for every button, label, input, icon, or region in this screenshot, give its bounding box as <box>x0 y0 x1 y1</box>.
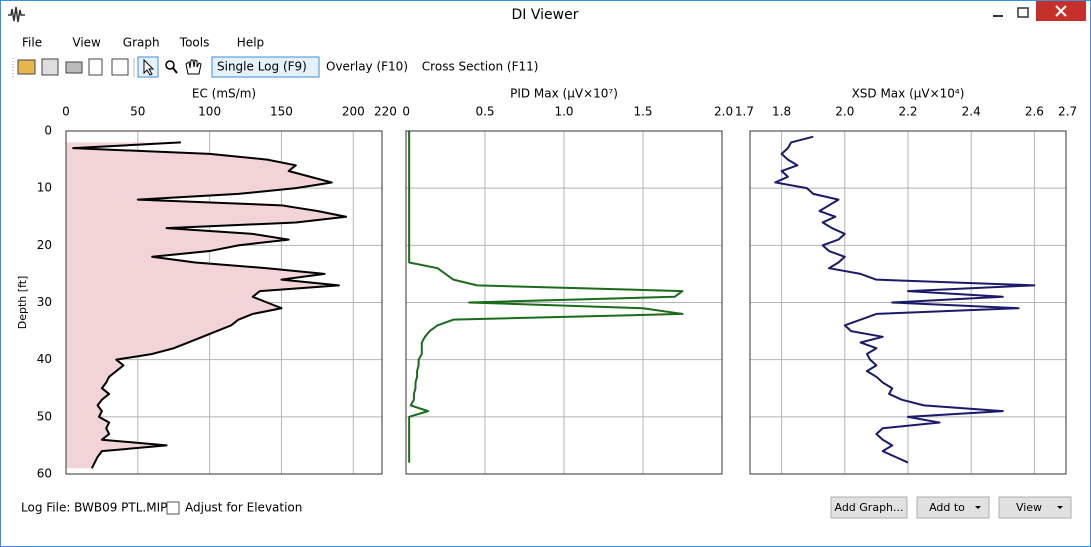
window-title: DI Viewer <box>512 7 579 23</box>
x-tick-label: 0 <box>402 105 410 119</box>
button-label: View <box>1016 501 1042 514</box>
log-file: Log File: BWB09 PTL.MIP <box>21 501 167 515</box>
area <box>66 142 347 469</box>
button-label: Add Graph... <box>834 501 903 514</box>
x-tick-label: 0.5 <box>475 105 494 119</box>
y-tick-label: 20 <box>37 238 52 252</box>
toolbar: Single Log (F9) Overlay (F10) Cross Sectio… <box>12 56 539 78</box>
x-tick-label: 2.7 <box>1058 105 1077 119</box>
line <box>774 135 1036 464</box>
y-tick-label: 60 <box>37 467 52 481</box>
x-tick-label: 100 <box>198 105 221 119</box>
y-tick-label: 10 <box>37 181 52 195</box>
zoom-handle <box>172 67 178 74</box>
mode-button[interactable]: Single Log (F9) <box>217 60 307 74</box>
mode-button-active[interactable] <box>211 56 320 78</box>
checkbox-label: Adjust for Elevation <box>185 501 302 515</box>
plots: Depth [ft] 0 10 20 30 40 50 60 EC (mS/m) 0 50 100 15… <box>16 87 1077 481</box>
menu-item[interactable]: Tools <box>179 36 210 50</box>
x-axis-label: EC (mS/m) <box>192 87 256 101</box>
properties-icon[interactable] <box>41 58 59 76</box>
y-tick-label: 40 <box>37 352 52 366</box>
pan-tool[interactable] <box>185 59 202 75</box>
plot-border <box>65 130 383 475</box>
x-tick-label: 50 <box>130 105 145 119</box>
x-tick-label: 1.0 <box>554 105 573 119</box>
menu-bar: File View Graph Tools Help <box>22 36 264 50</box>
x-tick-label: 150 <box>270 105 293 119</box>
x-tick-label: 2.4 <box>962 105 981 119</box>
button-label: Add to <box>929 501 965 514</box>
zoom-tool[interactable] <box>165 60 175 70</box>
x-tick-label: 2.2 <box>898 105 917 119</box>
x-tick-label: 0 <box>62 105 70 119</box>
line <box>72 141 348 469</box>
x-tick-label: 2.0 <box>714 105 733 119</box>
x-tick-label: 1.8 <box>772 105 791 119</box>
dropdown-arrow <box>1057 506 1063 509</box>
line <box>408 131 684 463</box>
preview-icon[interactable] <box>88 58 103 76</box>
x-tick-label: 200 <box>342 105 365 119</box>
menu-item[interactable]: Graph <box>123 36 160 50</box>
plot-border <box>405 130 723 475</box>
maximize-button[interactable] <box>1017 7 1029 18</box>
arrow-icon <box>143 58 155 76</box>
close-icon <box>1055 5 1067 17</box>
menu-item[interactable]: File <box>22 36 42 50</box>
open-icon[interactable] <box>17 59 36 75</box>
y-axis-label: Depth [ft] <box>16 276 29 330</box>
title-bar <box>1 1 1090 30</box>
x-tick-label: 220 <box>374 105 397 119</box>
footer: Log File: BWB09 PTL.MIP Adjust for Elevat… <box>21 496 1072 519</box>
y-tick-label: 0 <box>44 124 52 138</box>
dropdown-arrow <box>975 506 981 509</box>
menu-item[interactable]: View <box>72 36 101 50</box>
x-tick-label: 2.0 <box>835 105 854 119</box>
x-tick-label: 1.5 <box>633 105 652 119</box>
plot-border <box>749 130 1067 475</box>
print-icon[interactable] <box>65 61 83 74</box>
x-axis-label: PID Max (µV×10⁷) <box>510 87 618 101</box>
app-icon <box>8 6 25 23</box>
y-tick-label: 50 <box>37 409 52 423</box>
checkbox[interactable] <box>166 501 180 515</box>
button[interactable] <box>916 496 990 519</box>
mode-button[interactable]: Cross Section (F11) <box>422 60 539 74</box>
menu-item[interactable]: Help <box>237 36 264 50</box>
button[interactable] <box>830 496 908 519</box>
button[interactable] <box>998 496 1072 519</box>
x-axis-label: XSD Max (µV×10⁴) <box>852 87 965 101</box>
mode-button[interactable]: Overlay (F10) <box>326 60 408 74</box>
x-tick-label: 1.7 <box>735 105 754 119</box>
fit-icon[interactable] <box>111 58 129 76</box>
y-tick-label: 30 <box>37 295 52 309</box>
x-tick-label: 2.6 <box>1025 105 1044 119</box>
